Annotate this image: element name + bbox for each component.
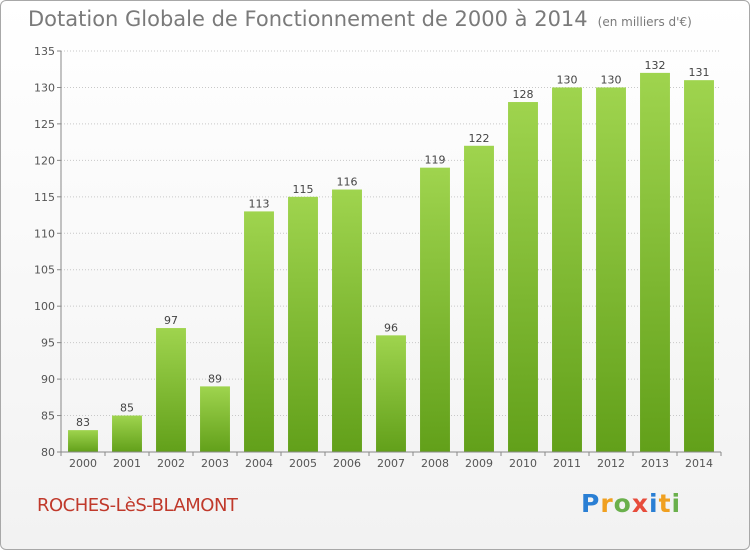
x-tick-label: 2004 <box>245 457 273 470</box>
y-tick-label: 85 <box>41 410 55 423</box>
bar-value-label: 122 <box>469 132 490 145</box>
x-tick-label: 2010 <box>509 457 537 470</box>
bar-value-label: 115 <box>293 183 314 196</box>
bar-value-label: 89 <box>208 372 222 385</box>
bar <box>376 335 406 452</box>
bar-value-label: 113 <box>249 197 270 210</box>
bar-value-label: 96 <box>384 321 398 334</box>
bar <box>464 145 494 453</box>
bar <box>68 430 98 452</box>
y-tick-label: 110 <box>34 227 55 240</box>
chart-title: Dotation Globale de Fonctionnement de 20… <box>28 7 692 31</box>
logo-letter: x <box>631 489 649 518</box>
bar <box>156 328 186 452</box>
bar-value-label: 130 <box>557 73 578 86</box>
bar-value-label: 119 <box>425 154 446 167</box>
x-tick-label: 2003 <box>201 457 229 470</box>
logo-letter: i <box>649 489 659 518</box>
chart-subtitle: (en milliers d'€) <box>597 15 692 29</box>
bar-value-label: 83 <box>76 416 90 429</box>
bar-value-label: 132 <box>645 59 666 72</box>
logo-letter: i <box>671 489 682 518</box>
y-tick-label: 125 <box>34 118 55 131</box>
bar-value-label: 116 <box>337 176 358 189</box>
bar <box>244 211 274 452</box>
y-tick-label: 100 <box>34 300 55 313</box>
bar <box>332 189 362 452</box>
y-tick-label: 130 <box>34 81 55 94</box>
logo-letter: r <box>600 489 614 518</box>
x-tick-label: 2009 <box>465 457 493 470</box>
y-tick-label: 105 <box>34 264 55 277</box>
bar-value-label: 128 <box>513 88 534 101</box>
chart-title-text: Dotation Globale de Fonctionnement de 20… <box>28 7 588 31</box>
x-tick-label: 2002 <box>157 457 185 470</box>
x-tick-label: 2007 <box>377 457 405 470</box>
x-tick-label: 2008 <box>421 457 449 470</box>
bar-value-label: 130 <box>601 73 622 86</box>
bar-value-label: 131 <box>689 66 710 79</box>
bar <box>200 386 230 452</box>
bar <box>288 196 318 452</box>
y-tick-label: 135 <box>34 45 55 58</box>
y-tick-label: 80 <box>41 446 55 459</box>
x-tick-label: 2014 <box>685 457 713 470</box>
bar-value-label: 85 <box>120 402 134 415</box>
x-tick-label: 2005 <box>289 457 317 470</box>
x-tick-label: 2001 <box>113 457 141 470</box>
x-tick-label: 2000 <box>69 457 97 470</box>
bar <box>508 102 538 452</box>
bar-value-label: 97 <box>164 314 178 327</box>
x-tick-label: 2013 <box>641 457 669 470</box>
logo-letter: t <box>658 489 672 518</box>
x-tick-label: 2011 <box>553 457 581 470</box>
y-tick-label: 120 <box>34 154 55 167</box>
place-name: ROCHES-LèS-BLAMONT <box>37 495 238 516</box>
logo-letter: o <box>613 489 632 518</box>
proxiti-logo: Proxiti <box>581 489 681 518</box>
x-tick-label: 2006 <box>333 457 361 470</box>
bar <box>112 415 142 452</box>
bar <box>596 87 626 453</box>
logo-letter: P <box>581 489 601 518</box>
y-tick-label: 90 <box>41 373 55 386</box>
bar <box>684 80 714 452</box>
y-tick-label: 95 <box>41 337 55 350</box>
x-tick-label: 2012 <box>597 457 625 470</box>
bar <box>420 167 450 452</box>
y-tick-label: 115 <box>34 191 55 204</box>
bar <box>552 87 582 453</box>
bar <box>640 72 670 452</box>
